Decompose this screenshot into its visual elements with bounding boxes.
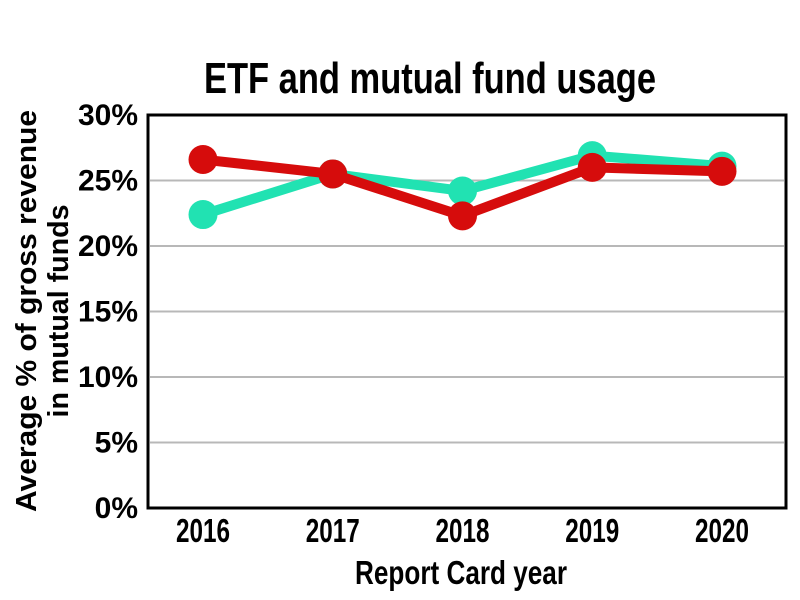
y-tick-label-25: 25% (78, 165, 138, 198)
y-tick-label-30: 30% (78, 99, 138, 132)
x-tick-label-2020: 2020 (695, 512, 749, 549)
y-axis-label-line1: Average % of gross revenue (11, 110, 43, 512)
plot-border (146, 113, 788, 510)
plot-area: 0% 5% 10% 15% 20% 25% 30% 2016 2017 2018 2019 2020 (78, 99, 788, 549)
data-point-red-series-2020 (707, 156, 737, 186)
x-tick-label-2017: 2017 (306, 512, 360, 549)
data-point-teal-series-2016 (188, 200, 218, 230)
y-tick-label-20: 20% (78, 230, 138, 263)
data-point-teal-series-2018 (448, 176, 477, 206)
data-point-red-series-2017 (318, 159, 348, 189)
x-tick-label-2016: 2016 (176, 512, 230, 549)
x-tick-label-2019: 2019 (565, 512, 619, 549)
y-tick-label-15: 15% (78, 296, 138, 329)
y-axis-label-line2: in mutual funds (43, 205, 75, 418)
data-point-red-series-2016 (188, 145, 218, 175)
y-tick-label-10: 10% (78, 361, 138, 394)
x-tick-label-2018: 2018 (436, 512, 490, 549)
y-tick-label-0: 0% (95, 492, 138, 525)
x-axis-label: Report Card year (355, 554, 567, 591)
data-point-red-series-2019 (577, 152, 607, 182)
y-tick-label-5: 5% (95, 427, 138, 460)
data-point-red-series-2018 (448, 201, 477, 231)
chart-title: ETF and mutual fund usage (204, 54, 656, 103)
